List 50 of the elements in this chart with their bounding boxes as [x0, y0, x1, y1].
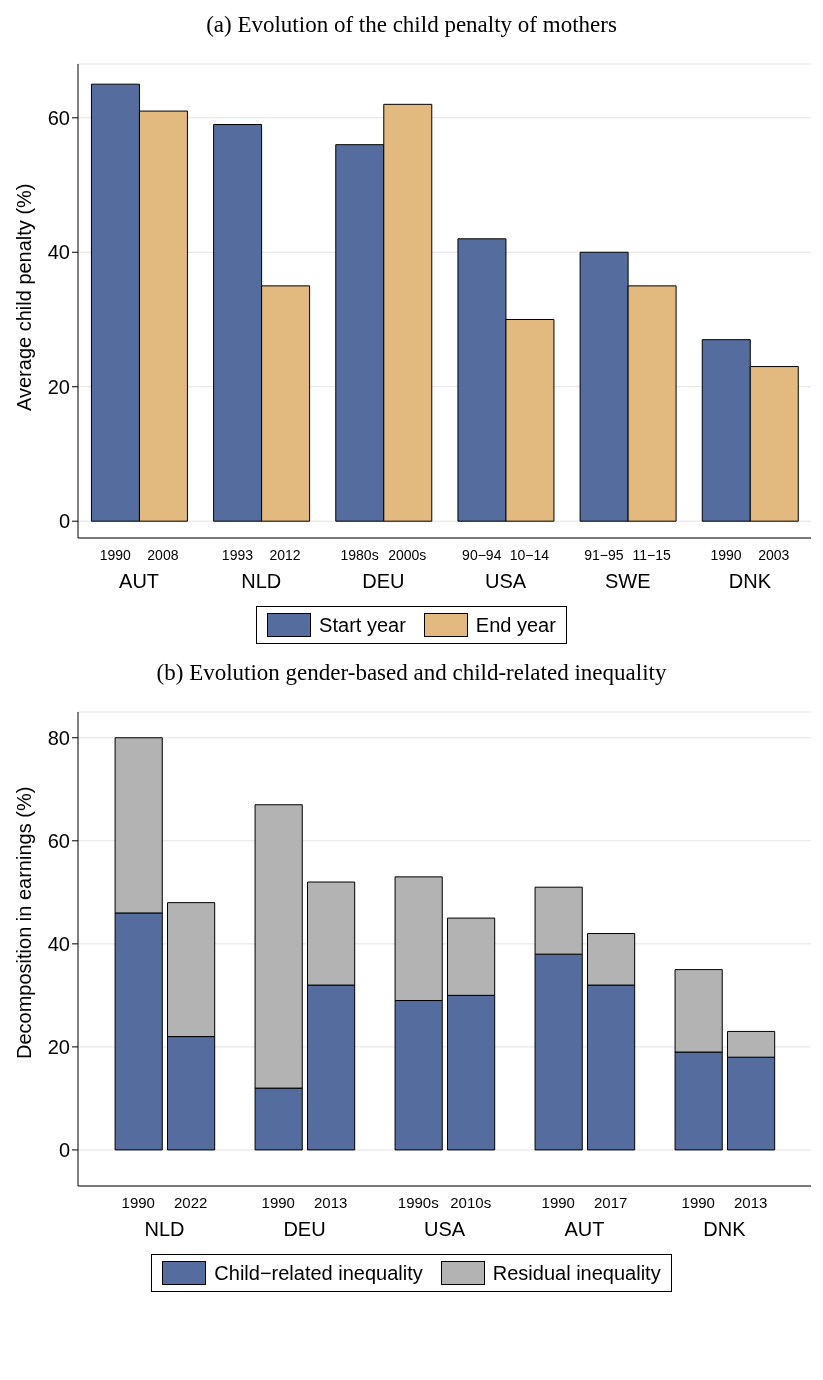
- text: 2003: [758, 547, 790, 563]
- legend-label: End year: [475, 613, 556, 637]
- text: DEU: [283, 1218, 326, 1240]
- y-axis-title: Average child penalty (%): [13, 183, 36, 411]
- y-tick-label: 40: [47, 932, 70, 955]
- legend-label: Start year: [319, 613, 406, 637]
- text: 1990: [99, 547, 132, 563]
- x-tick-label: 1990: [681, 1194, 715, 1211]
- text: NLD: [144, 1218, 185, 1240]
- y-tick-label: 0: [58, 1139, 70, 1162]
- y-tick-label: 80: [47, 726, 70, 749]
- x-tick-label: 2013: [314, 1194, 348, 1211]
- x-tick-label: USA: [485, 570, 527, 592]
- x-tick-label: 1990s: [397, 1194, 439, 1211]
- text: 1980s: [340, 547, 379, 563]
- text: 2012: [269, 547, 301, 563]
- text: USA: [423, 1218, 466, 1240]
- x-tick-label: 1990: [541, 1194, 575, 1211]
- text: 2000s: [388, 547, 427, 563]
- y-tick-label: 40: [47, 241, 70, 264]
- y-tick-label: 20: [47, 375, 70, 398]
- chart-title: (a) Evolution of the child penalty of mothers: [205, 11, 618, 39]
- x-tick-label: 1990: [121, 1194, 155, 1211]
- text: 10−14: [509, 547, 550, 563]
- x-tick-label: 2013: [734, 1194, 768, 1211]
- x-tick-label: DNK: [728, 570, 772, 592]
- x-tick-label: SWE: [604, 570, 651, 592]
- x-tick-label: NLD: [241, 570, 282, 592]
- y-tick-label: 20: [47, 1035, 70, 1058]
- text: 1993: [221, 547, 254, 563]
- legend-label: Child−related inequality: [214, 1261, 423, 1285]
- x-tick-label: 1990: [261, 1194, 295, 1211]
- text: AUT: [564, 1218, 605, 1240]
- text: 1990: [710, 547, 742, 563]
- legend-label: Residual inequality: [492, 1261, 661, 1285]
- x-tick-label: 2017: [594, 1194, 628, 1211]
- text: 90−94: [462, 547, 502, 563]
- text: DNK: [703, 1218, 747, 1240]
- y-tick-label: 0: [58, 510, 70, 533]
- x-tick-label: 2022: [174, 1194, 208, 1211]
- x-tick-label: DEU: [362, 570, 405, 592]
- x-tick-label: 2010s: [450, 1194, 492, 1211]
- y-axis-title: Decomposition in earnings (%): [13, 786, 36, 1059]
- x-tick-label: AUT: [119, 570, 160, 592]
- y-tick-label: 60: [47, 106, 70, 129]
- text: 91−95: [584, 547, 624, 563]
- text: 2008: [147, 547, 179, 563]
- y-tick-label: 60: [47, 829, 70, 852]
- chart-title: (b) Evolution gender-based and child-related inequality: [155, 659, 668, 687]
- text: 11−15: [632, 547, 671, 563]
